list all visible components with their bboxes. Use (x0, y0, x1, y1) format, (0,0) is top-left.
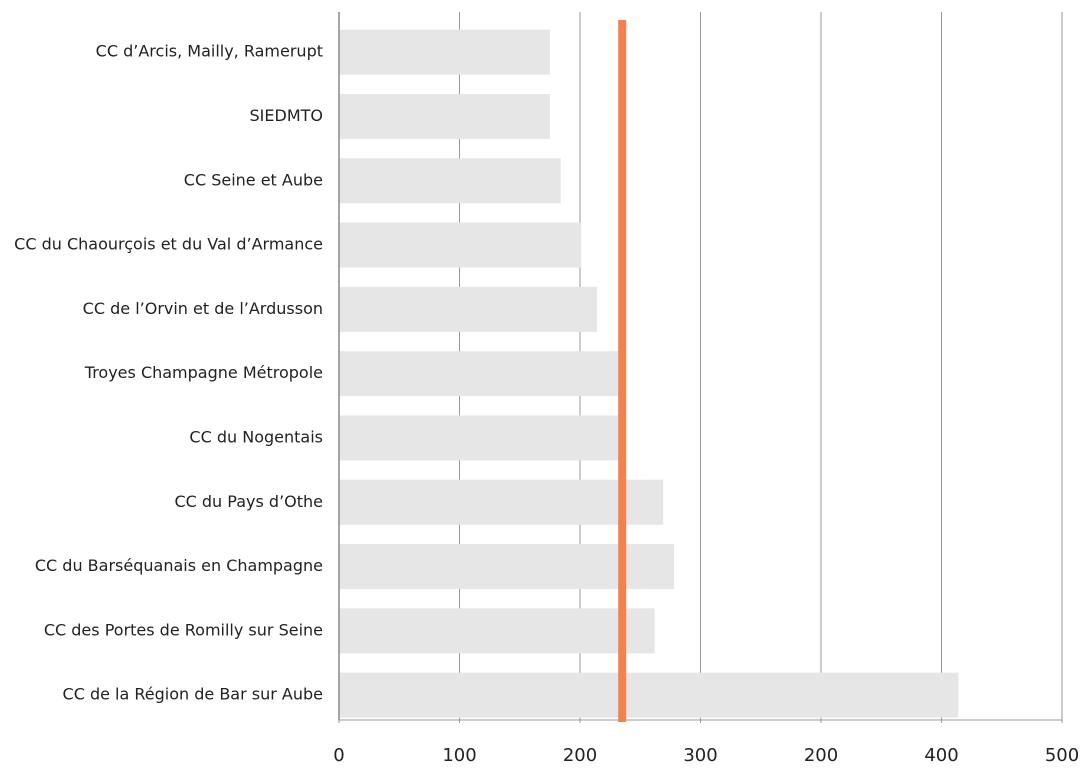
x-tick-label: 500 (1045, 745, 1079, 766)
bar (339, 286, 597, 332)
bar (339, 415, 620, 461)
y-tick-label: CC du Barséquanais en Champagne (35, 556, 323, 575)
y-tick-label: CC du Pays d’Othe (174, 492, 323, 511)
bar (339, 222, 582, 268)
x-tick-label: 0 (333, 745, 344, 766)
y-tick-label: CC Seine et Aube (184, 170, 323, 189)
y-tick-label: CC d’Arcis, Mailly, Ramerupt (96, 42, 323, 61)
bar (339, 158, 561, 204)
y-tick-label: CC de l’Orvin et de l’Ardusson (83, 299, 323, 318)
y-tick-label: CC de la Région de Bar sur Aube (63, 685, 323, 704)
bar (339, 351, 620, 397)
bar (339, 29, 550, 75)
bar (339, 544, 674, 590)
x-tick-label: 300 (683, 745, 717, 766)
y-tick-label: CC des Portes de Romilly sur Seine (44, 620, 323, 639)
x-tick-label: 200 (804, 745, 838, 766)
x-tick-label: 200 (563, 745, 597, 766)
x-tick-label: 400 (924, 745, 958, 766)
x-tick-label: 100 (442, 745, 476, 766)
bar (339, 672, 959, 718)
y-tick-label: CC du Chaourçois et du Val d’Armance (14, 235, 323, 254)
bar (339, 608, 655, 654)
y-tick-label: SIEDMTO (250, 106, 323, 125)
y-tick-label: CC du Nogentais (189, 427, 323, 446)
bar (339, 93, 550, 139)
y-tick-label: Troyes Champagne Métropole (84, 363, 323, 382)
bar (339, 479, 664, 525)
